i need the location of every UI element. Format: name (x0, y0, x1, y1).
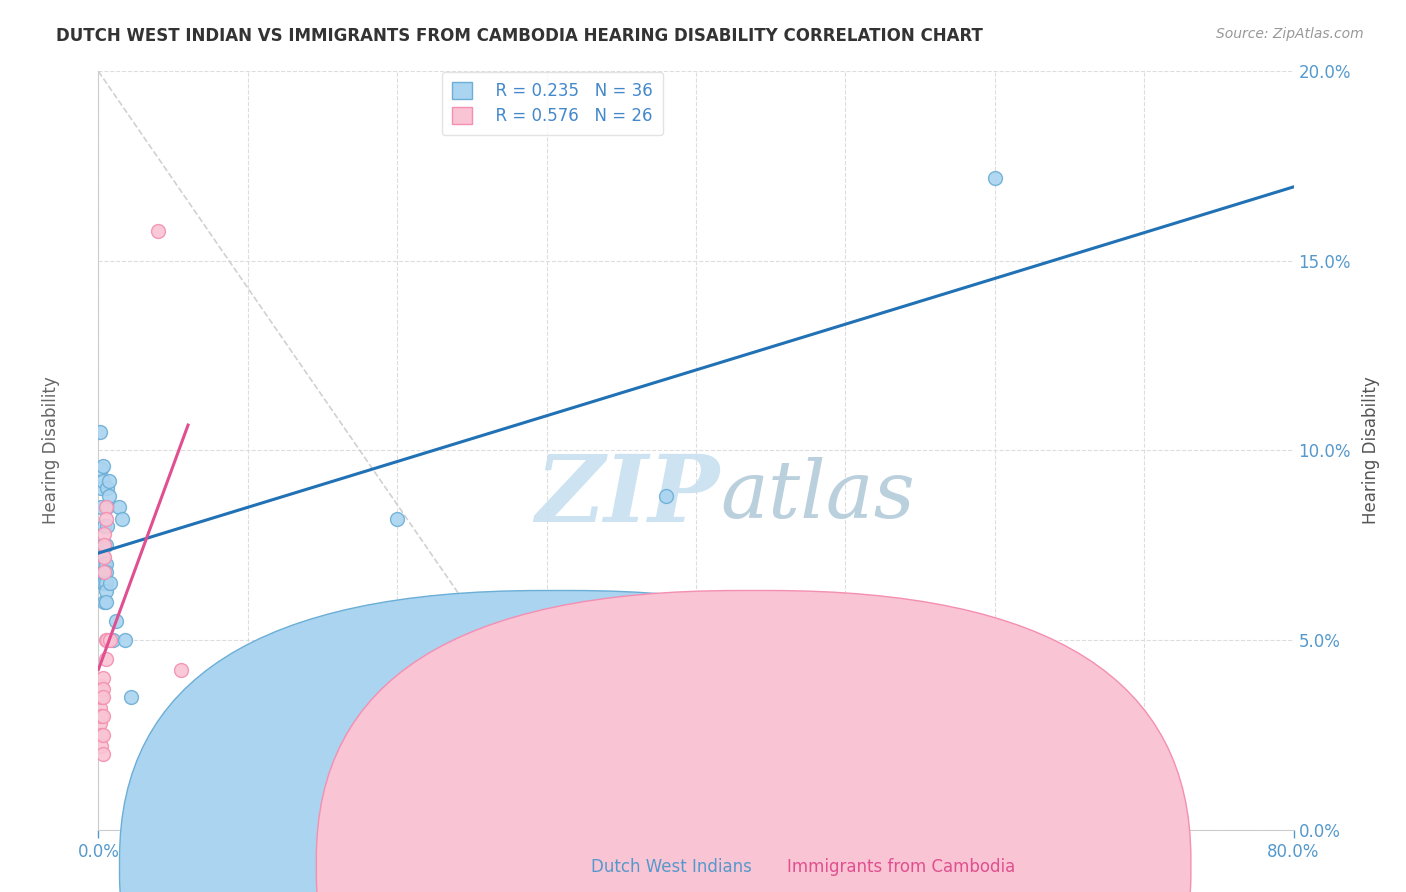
Point (655, 489, 678, 503)
Point (91, 671, 114, 685)
FancyBboxPatch shape (120, 591, 994, 892)
Point (97, 474, 120, 488)
Point (93, 526, 115, 541)
Point (94, 500, 117, 515)
Point (93, 538, 115, 552)
Point (90, 690, 112, 704)
Point (96, 519, 118, 533)
Point (111, 512, 134, 526)
Point (89, 425, 111, 439)
Point (96, 482, 118, 496)
Text: Immigrants from Cambodia: Immigrants from Cambodia (787, 858, 1015, 876)
Y-axis label: Hearing Disability: Hearing Disability (1362, 376, 1381, 524)
Point (93, 549, 115, 564)
Text: Dutch West Indians: Dutch West Indians (591, 858, 751, 876)
Point (105, 614, 128, 628)
Point (89, 690, 111, 704)
Point (114, 633, 136, 648)
Point (97, 489, 120, 503)
Point (91, 708, 114, 723)
Point (90, 482, 112, 496)
Point (91, 576, 114, 591)
Point (169, 664, 191, 678)
Point (90, 728, 112, 742)
Point (91, 538, 114, 552)
Point (385, 512, 409, 526)
Point (94, 576, 117, 591)
Point (148, 224, 170, 238)
Point (90, 679, 112, 693)
Text: Hearing Disability: Hearing Disability (42, 376, 59, 524)
Point (93, 595, 115, 609)
Point (93, 576, 115, 591)
Point (94, 557, 117, 572)
Point (93, 538, 115, 552)
Legend:   R = 0.235   N = 36,   R = 0.576   N = 26: R = 0.235 N = 36, R = 0.576 N = 26 (441, 72, 664, 135)
Point (89, 701, 111, 715)
Point (91, 747, 114, 761)
Point (108, 500, 131, 515)
Point (90, 500, 112, 515)
Point (96, 500, 118, 515)
Point (89, 716, 111, 731)
Point (984, 170, 1007, 185)
Point (94, 565, 117, 579)
Point (93, 519, 115, 533)
Text: DUTCH WEST INDIAN VS IMMIGRANTS FROM CAMBODIA HEARING DISABILITY CORRELATION CHA: DUTCH WEST INDIAN VS IMMIGRANTS FROM CAM… (56, 27, 983, 45)
Point (94, 538, 117, 552)
Text: ZIP: ZIP (536, 451, 720, 541)
Point (93, 565, 115, 579)
Point (91, 549, 114, 564)
Point (120, 690, 142, 704)
Point (93, 557, 115, 572)
Point (103, 633, 125, 648)
Point (91, 682, 114, 697)
Text: Source: ZipAtlas.com: Source: ZipAtlas.com (1216, 27, 1364, 41)
FancyBboxPatch shape (316, 591, 1191, 892)
Point (98, 633, 122, 648)
Point (91, 690, 114, 704)
Text: atlas: atlas (720, 458, 915, 534)
Point (98, 576, 122, 591)
Point (96, 633, 118, 648)
Point (91, 458, 114, 473)
Point (94, 512, 117, 526)
Point (90, 739, 112, 753)
Point (94, 583, 117, 598)
Point (94, 652, 117, 666)
Point (94, 633, 117, 648)
Point (94, 595, 117, 609)
Point (90, 708, 112, 723)
Point (91, 728, 114, 742)
Point (90, 462, 112, 476)
Point (91, 565, 114, 579)
Point (91, 474, 114, 488)
